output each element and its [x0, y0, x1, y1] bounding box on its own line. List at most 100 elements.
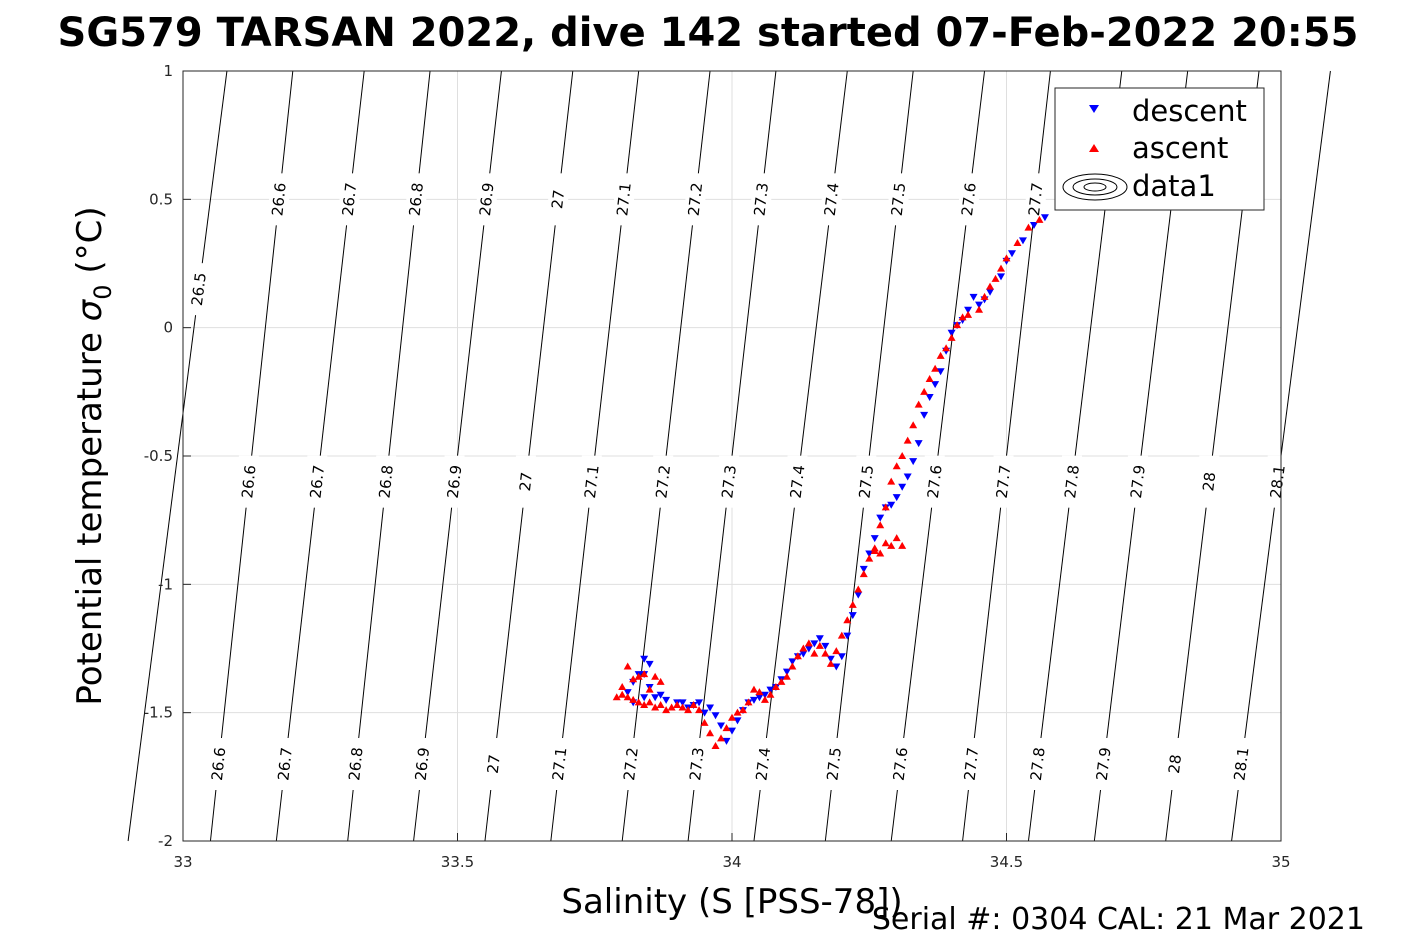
contour-label: 27.4 [787, 464, 809, 499]
descent-point [909, 458, 918, 466]
ascent-point [947, 333, 956, 341]
ascent-point [738, 706, 747, 714]
ascent-point [1013, 238, 1022, 246]
y-tick-labels: -2 -1.5 -1 -0.5 0 0.5 1 [144, 62, 173, 850]
descent-point [826, 655, 835, 663]
contour-label-bg [686, 738, 707, 790]
contour-label-bg [824, 738, 845, 790]
descent-point [700, 709, 709, 717]
ascent-point [706, 729, 715, 737]
contour-label-bg [1025, 173, 1046, 226]
contour-label: 27.6 [958, 182, 980, 217]
descent-point [865, 550, 874, 558]
legend: descent ascent data1 [1054, 87, 1265, 211]
contour-label-bg [787, 455, 808, 508]
contour-label: 27.7 [993, 464, 1015, 499]
ascent-point [843, 616, 852, 624]
contour-label: 27 [484, 753, 504, 774]
ascent-point [837, 631, 846, 639]
ascent-point [964, 310, 973, 318]
ascent-point [892, 534, 901, 542]
ascent-point [618, 683, 627, 690]
ascent-point [711, 742, 720, 750]
ascent-point [942, 344, 951, 352]
descent-point [854, 591, 863, 599]
ascent-point [986, 282, 995, 290]
descent-point [843, 632, 852, 640]
y-axis-label-sym: σ [70, 298, 110, 321]
contour-label: 27.3 [718, 464, 740, 499]
ascent-point [645, 698, 654, 706]
descent-point [870, 535, 879, 543]
contour-label: 27.4 [752, 746, 774, 781]
contour-label: 27.2 [685, 182, 707, 217]
ascent-point [673, 700, 682, 708]
descent-point [1007, 250, 1016, 258]
ascent-point [656, 700, 665, 708]
contour-label: 26.6 [208, 746, 229, 781]
descent-point [887, 501, 896, 509]
serial-cal-footer: Serial #: 0304 CAL: 21 Mar 2021 [872, 902, 1365, 937]
descent-point [821, 642, 830, 650]
ascent-point [848, 600, 857, 608]
x-tick-label: 34.5 [990, 853, 1023, 871]
contour-label-bg [476, 173, 497, 226]
ascent-point [695, 706, 704, 714]
descent-point [1018, 237, 1027, 245]
ascent-point [980, 292, 989, 300]
contour-label-bg [549, 738, 570, 790]
ascent-point [810, 649, 819, 657]
contour-label: 27.7 [1025, 182, 1047, 217]
descent-point [678, 699, 687, 707]
ascent-point [700, 718, 709, 726]
descent-point [925, 393, 934, 401]
contour-label: 26.7 [339, 182, 361, 217]
descent-point [876, 514, 885, 522]
x-tick-label: 34 [722, 853, 741, 871]
contour-label-bg [345, 738, 366, 790]
ascent-point [953, 321, 962, 329]
ascent-point [991, 274, 1000, 282]
contour-label-bg [888, 173, 909, 226]
contour-label-bg [307, 455, 328, 508]
contour-label-bg [339, 173, 360, 226]
descent-point [695, 699, 704, 707]
descent-point [931, 381, 940, 389]
descent-point [717, 722, 726, 730]
ascent-point [870, 546, 879, 554]
ascent-point [898, 541, 907, 549]
descent-point [788, 658, 797, 666]
legend-descent-marker [1089, 105, 1099, 113]
contour-label: 27.7 [961, 746, 983, 781]
descent-point [810, 640, 819, 648]
ascent-point [722, 724, 731, 732]
ascent-point [936, 351, 945, 359]
descent-point [766, 686, 775, 694]
contour-label-bg [1199, 455, 1220, 508]
ascent-point [662, 706, 671, 714]
contour-label: 27.3 [686, 746, 708, 781]
contour-label-bg [856, 455, 877, 508]
ascent-point [749, 685, 758, 693]
descent-point [662, 696, 671, 704]
ascent-point [876, 521, 885, 529]
legend-data1-label: data1 [1132, 169, 1216, 203]
descent-point [832, 663, 841, 671]
ascent-point [887, 541, 896, 549]
descent-point [815, 635, 824, 643]
contour-label: 27.8 [1061, 464, 1083, 499]
descent-point [733, 717, 742, 725]
x-tick-label: 33.5 [441, 853, 474, 871]
ascent-point [826, 659, 835, 667]
descent-point [749, 696, 758, 704]
contour-label: 27.6 [924, 464, 946, 499]
ascent-point [640, 700, 649, 708]
ascent-point [887, 477, 896, 485]
descent-point [903, 473, 912, 481]
contour-label: 27.5 [888, 182, 910, 217]
contour-label: 26.5 [188, 271, 210, 306]
descent-point [837, 653, 846, 661]
contour-label-bg [993, 455, 1014, 508]
ascent-point [634, 698, 643, 706]
